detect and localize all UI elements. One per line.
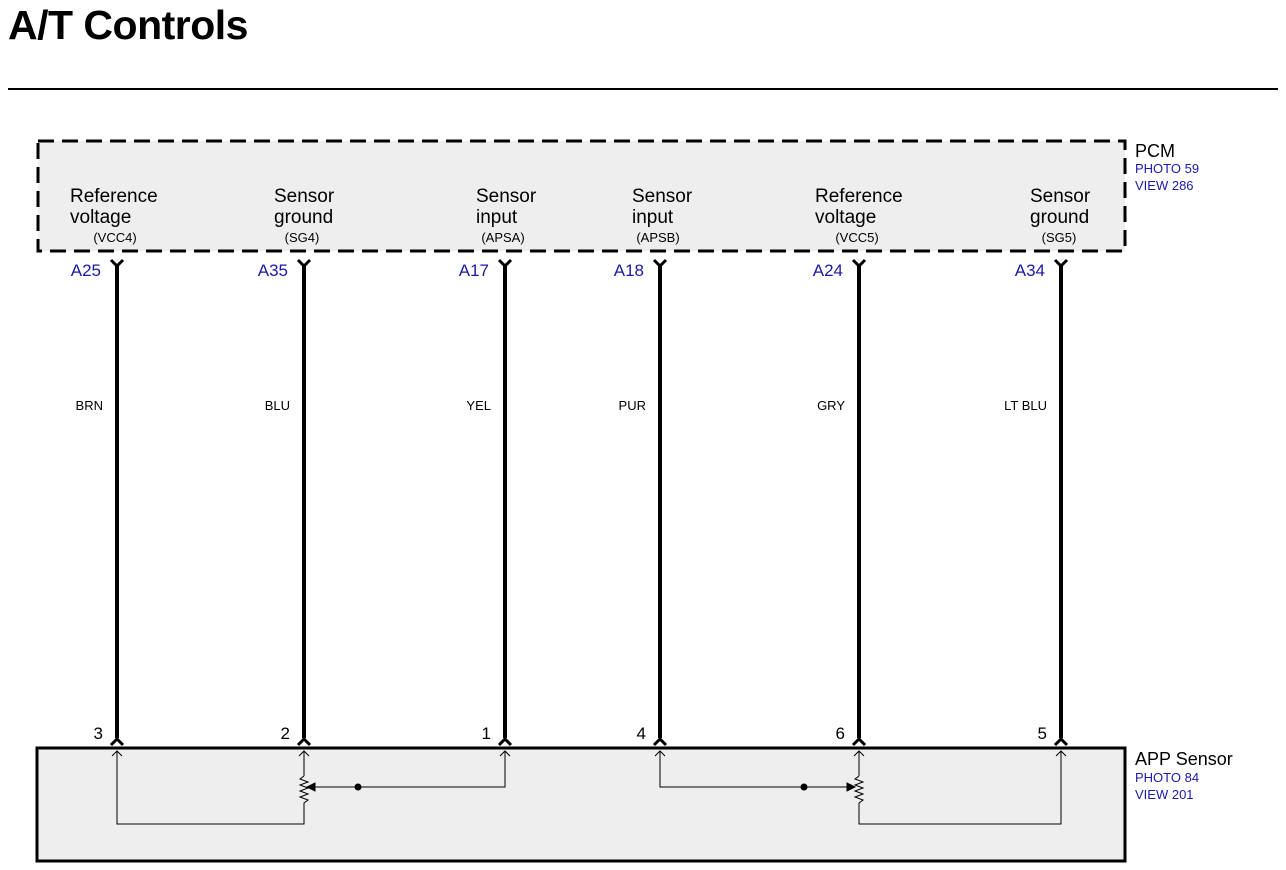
terminal-function-label: input	[632, 207, 674, 228]
signal-name: (VCC4)	[93, 230, 136, 245]
terminal-function-label: Sensor	[632, 186, 693, 207]
page-title: A/T Controls	[8, 2, 248, 48]
sensor-pin-number: 4	[637, 724, 646, 743]
app-sensor-view-link[interactable]: VIEW 201	[1135, 787, 1194, 802]
terminal-function-label: Sensor	[1030, 186, 1091, 207]
sensor-pin-number: 2	[281, 724, 290, 743]
pcm-pin-label: A34	[1015, 261, 1045, 280]
wire-color-label: BRN	[76, 398, 103, 413]
pcm-pin-label: A35	[258, 261, 288, 280]
terminal-arrow-icon	[111, 750, 123, 757]
wiper-trace-2	[659, 752, 850, 788]
connector-top-icon	[1053, 258, 1069, 269]
wire-color-label: PUR	[619, 398, 646, 413]
title-divider	[8, 88, 1278, 90]
pcm-pin-label: A25	[71, 261, 101, 280]
wire-color-label: YEL	[466, 398, 491, 413]
terminal-function-label: voltage	[70, 207, 131, 228]
connector-bottom-icon	[497, 736, 513, 747]
connector-bottom-icon	[652, 736, 668, 747]
potentiometer-2-icon	[853, 775, 865, 806]
sensor-pin-number: 1	[482, 724, 491, 743]
circuit-trace	[858, 752, 1062, 825]
pcm-pin-label: A18	[614, 261, 644, 280]
wiper-arrow-icon	[305, 782, 316, 792]
signal-name: (SG4)	[285, 230, 320, 245]
terminal-function-label: Reference	[815, 186, 903, 207]
connector-bottom-icon	[109, 736, 125, 747]
terminal-function-label: ground	[274, 207, 333, 228]
terminal-function-label: Reference	[70, 186, 158, 207]
terminal-function-label: input	[476, 207, 518, 228]
connector-top-icon	[296, 258, 312, 269]
terminal-arrow-icon	[298, 750, 310, 757]
pcm-pin-label: A24	[813, 261, 843, 280]
connector-bottom-icon	[851, 736, 867, 747]
pcm-label: PCM	[1135, 141, 1175, 161]
terminal-arrow-icon	[654, 750, 666, 757]
pcm-pin-label: A17	[459, 261, 489, 280]
terminal-function-label: voltage	[815, 207, 876, 228]
sensor-pin-number: 3	[94, 724, 103, 743]
wire-color-label: BLU	[265, 398, 290, 413]
app-sensor-label: APP Sensor	[1135, 749, 1233, 769]
pcm-photo-link[interactable]: PHOTO 59	[1135, 161, 1199, 176]
app-sensor-box	[35, 746, 1127, 863]
connector-bottom-icon	[1053, 736, 1069, 747]
terminal-arrow-icon	[853, 750, 865, 757]
signal-name: (VCC5)	[835, 230, 878, 245]
wire-color-label: GRY	[817, 398, 845, 413]
terminal-function-label: Sensor	[274, 186, 335, 207]
junction-dot	[354, 783, 362, 791]
signal-name: (SG5)	[1042, 230, 1077, 245]
app-sensor-internal-circuit	[116, 752, 1062, 825]
sensor-pin-number: 5	[1038, 724, 1047, 743]
terminal-arrow-icon	[499, 750, 511, 757]
connector-bottom-icon	[296, 736, 312, 747]
wire-color-label: LT BLU	[1004, 398, 1047, 413]
circuit-trace	[116, 752, 305, 825]
wiper-arrow-icon	[846, 782, 857, 792]
connector-top-icon	[109, 258, 125, 269]
connector-top-icon	[497, 258, 513, 269]
connector-top-icon	[652, 258, 668, 269]
signal-name: (APSA)	[481, 230, 524, 245]
wiper-trace-1	[312, 752, 506, 788]
potentiometer-1-icon	[298, 775, 310, 806]
connector-top-icon	[851, 258, 867, 269]
terminal-function-label: ground	[1030, 207, 1089, 228]
pcm-view-link[interactable]: VIEW 286	[1135, 178, 1194, 193]
pcm-box	[36, 139, 1127, 253]
terminal-arrow-icon	[1055, 750, 1067, 757]
sensor-pin-number: 6	[836, 724, 845, 743]
signal-name: (APSB)	[636, 230, 679, 245]
terminal-function-label: Sensor	[476, 186, 537, 207]
app-sensor-photo-link[interactable]: PHOTO 84	[1135, 770, 1199, 785]
junction-dot	[800, 783, 808, 791]
